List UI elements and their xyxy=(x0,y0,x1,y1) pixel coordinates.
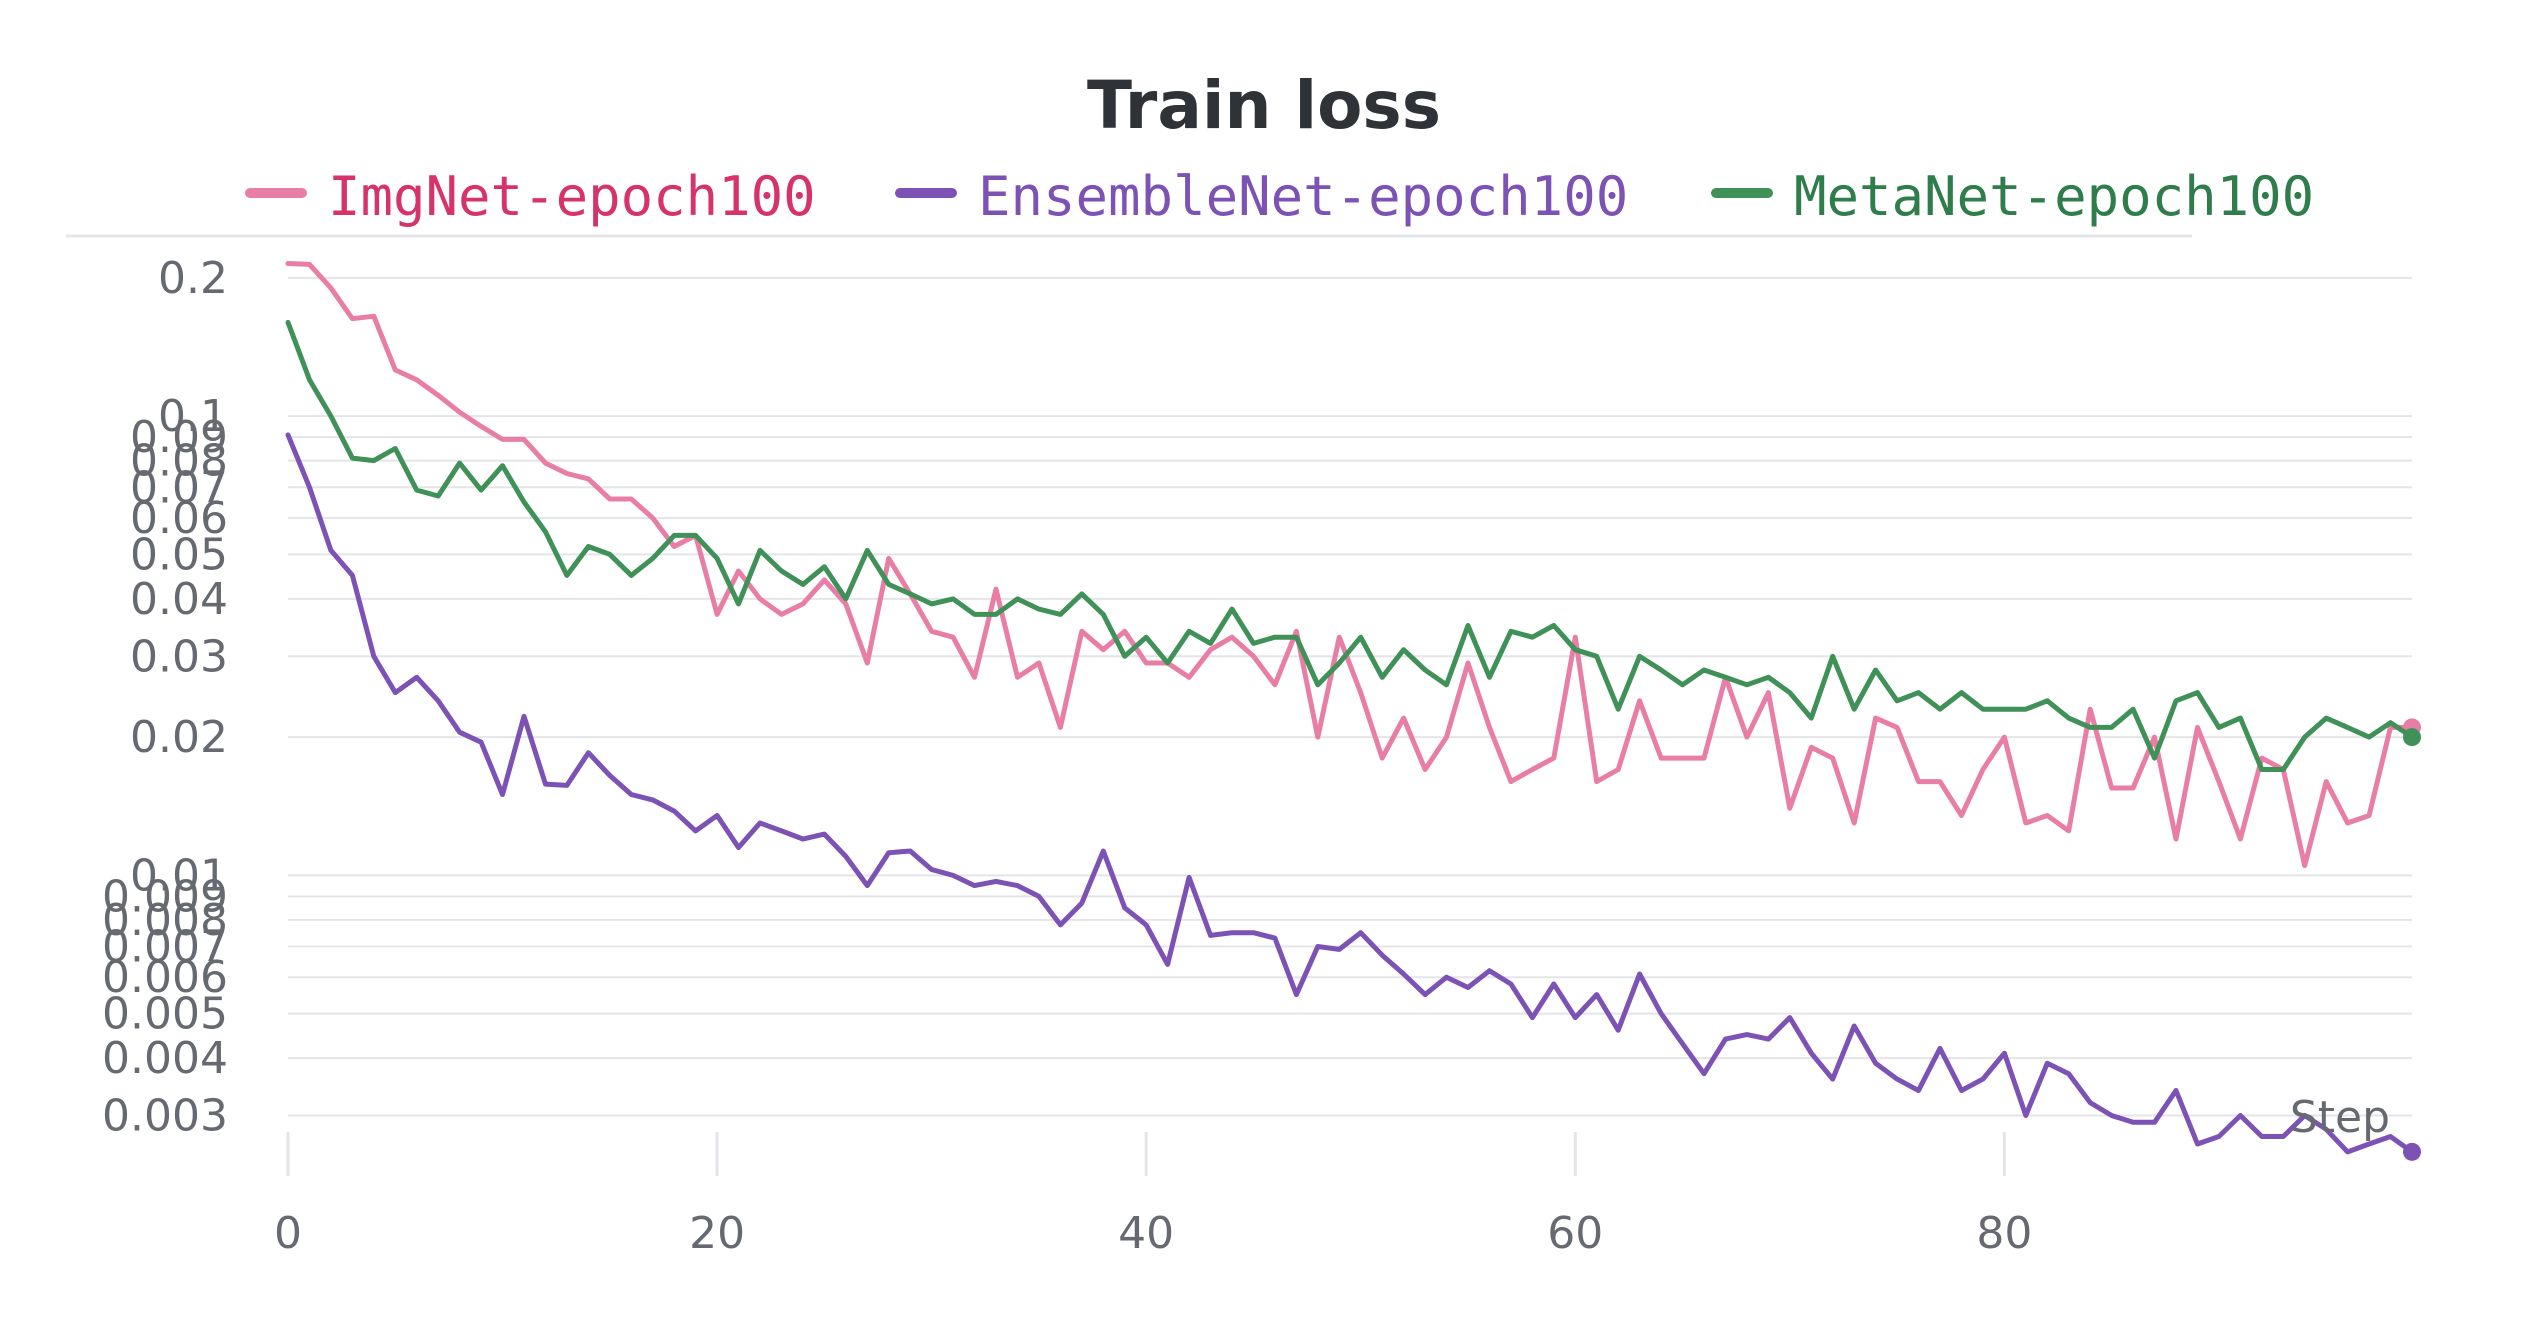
y-tick-label: 0.03 xyxy=(130,631,228,682)
legend-label-metanet: MetaNet-epoch100 xyxy=(1794,165,2314,228)
y-tick-label: 0.008 xyxy=(102,895,228,946)
y-tick-label: 0.05 xyxy=(130,529,228,580)
x-tick-label: 40 xyxy=(1118,1208,1174,1259)
x-axis-ticks: 0 20 40 60 80 xyxy=(274,1208,2032,1259)
legend-item-ensemblenet[interactable]: EnsembleNet-epoch100 xyxy=(895,165,1628,228)
y-tick-label: 0.01 xyxy=(130,850,228,901)
series-lines xyxy=(285,261,2421,1161)
x-tick-label: 60 xyxy=(1547,1208,1603,1259)
y-tick-label: 0.09 xyxy=(130,412,228,463)
y-tick-label: 0.07 xyxy=(130,462,228,513)
y-tick-label: 0.02 xyxy=(130,712,228,763)
legend-label-imgnet: ImgNet-epoch100 xyxy=(328,165,816,228)
x-tick-label: 20 xyxy=(689,1208,745,1259)
y-tick-label: 0.06 xyxy=(130,493,228,544)
series-end-point-metanet xyxy=(2403,728,2421,747)
y-tick-label: 0.08 xyxy=(130,436,228,487)
x-grid xyxy=(286,1132,2006,1176)
y-tick-label: 0.006 xyxy=(102,952,228,1003)
legend-label-ensemblenet: EnsembleNet-epoch100 xyxy=(978,165,1628,228)
chart-title: Train loss xyxy=(1087,67,1441,144)
y-tick-label: 0.04 xyxy=(130,574,228,625)
series-line-metanet xyxy=(285,319,2415,772)
x-tick-label: 80 xyxy=(1976,1208,2032,1259)
series-line-ensemblenet xyxy=(285,432,2415,1155)
legend-item-imgnet[interactable]: ImgNet-epoch100 xyxy=(245,165,816,228)
y-tick-label: 0.2 xyxy=(158,253,228,304)
x-tick-label: 0 xyxy=(274,1208,302,1259)
y-axis-ticks: 0.2 0.10.090.080.070.060.050.04 0.03 0.02 0.… xyxy=(102,253,228,1142)
y-tick-label: 0.005 xyxy=(102,989,228,1040)
legend-item-metanet[interactable]: MetaNet-epoch100 xyxy=(1711,165,2314,228)
series-end-point-ensemblenet xyxy=(2403,1142,2421,1161)
y-tick-label: 0.003 xyxy=(102,1090,228,1141)
y-grid xyxy=(288,276,2412,1117)
y-tick-label: 0.004 xyxy=(102,1033,228,1084)
y-tick-label: 0.009 xyxy=(102,871,228,922)
x-axis-label: Step xyxy=(2290,1092,2390,1143)
series-line-imgnet xyxy=(285,261,2415,869)
y-tick-label: 0.007 xyxy=(102,922,228,973)
legend: ImgNet-epoch100 EnsembleNet-epoch100 Met… xyxy=(245,165,2314,228)
y-tick-label: 0.1 xyxy=(158,391,228,442)
